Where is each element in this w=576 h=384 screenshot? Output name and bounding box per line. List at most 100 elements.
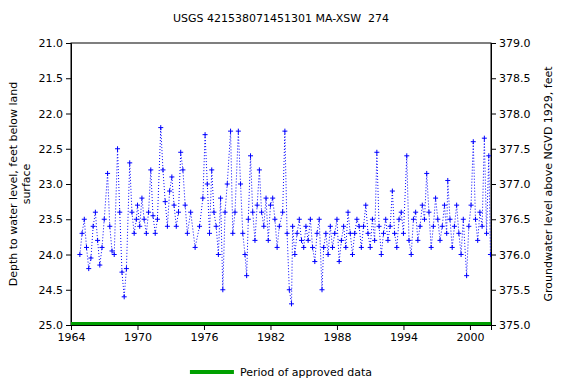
tick: 25.0	[39, 319, 72, 332]
data-point	[176, 210, 181, 215]
data-point	[475, 238, 480, 243]
data-point	[299, 238, 304, 243]
data-point	[337, 259, 342, 264]
data-point	[328, 224, 333, 229]
data-point	[484, 231, 489, 236]
data-point	[272, 217, 277, 222]
tick-label: 377.0	[499, 178, 531, 191]
tick-label: 24.5	[39, 284, 64, 297]
data-point	[308, 217, 313, 222]
tick-mark	[403, 325, 404, 330]
data-point	[270, 196, 275, 201]
data-point	[361, 224, 366, 229]
data-point	[127, 160, 132, 165]
data-point	[390, 189, 395, 194]
data-point	[282, 129, 287, 134]
data-point	[218, 196, 223, 201]
tick-mark	[491, 255, 496, 256]
data-point	[426, 210, 431, 215]
data-point	[160, 167, 165, 172]
tick: 378.0	[491, 108, 531, 121]
data-point	[321, 245, 326, 250]
tick: 21.5	[39, 72, 72, 85]
data-point	[397, 217, 402, 222]
tick: 1994	[390, 325, 418, 344]
tick-mark	[491, 184, 496, 185]
data-point	[401, 231, 406, 236]
data-point	[115, 146, 120, 151]
tick-mark	[66, 78, 71, 79]
data-point	[370, 217, 375, 222]
data-point	[97, 263, 102, 268]
data-point	[178, 150, 183, 155]
tick: 378.5	[491, 72, 531, 85]
tick-mark	[66, 219, 71, 220]
data-point	[216, 252, 221, 257]
data-point	[388, 224, 393, 229]
data-point	[379, 252, 384, 257]
chart: USGS 421538071451301 MA-XSW 274196419701…	[0, 0, 576, 384]
data-point	[297, 217, 302, 222]
data-point	[486, 153, 491, 158]
tick-label: 378.0	[499, 108, 531, 121]
data-point	[385, 238, 390, 243]
tick-label: 25.0	[39, 319, 64, 332]
data-point	[250, 210, 255, 215]
data-point	[84, 245, 89, 250]
data-point	[257, 167, 262, 172]
data-point	[482, 136, 487, 141]
data-point	[135, 203, 140, 208]
data-point	[394, 245, 399, 250]
data-point	[105, 171, 110, 176]
tick-label: 1964	[58, 331, 86, 344]
data-point	[368, 245, 373, 250]
data-point	[248, 153, 253, 158]
tick-mark	[470, 325, 471, 330]
data-point	[488, 252, 491, 257]
plot-area	[71, 125, 491, 325]
data-point	[197, 224, 202, 229]
tick-mark	[66, 149, 71, 150]
data-point	[264, 196, 269, 201]
data-point	[424, 171, 429, 176]
data-point	[100, 245, 105, 250]
data-point	[289, 301, 294, 306]
legend: Period of approved data	[190, 366, 372, 379]
data-point	[310, 245, 315, 250]
tick: 1976	[190, 325, 218, 344]
data-point	[352, 231, 357, 236]
tick-label: 1994	[390, 331, 418, 344]
tick-mark	[337, 325, 338, 330]
data-point	[142, 217, 147, 222]
data-point	[167, 189, 172, 194]
data-point	[139, 196, 144, 201]
data-point	[252, 238, 257, 243]
tick: 375.5	[491, 284, 531, 297]
tick-label: 23.0	[39, 178, 64, 191]
data-point	[95, 238, 100, 243]
y-axis: 21.021.522.022.523.023.524.024.525.0	[39, 37, 72, 332]
data-point	[230, 231, 235, 236]
tick: 23.0	[39, 178, 72, 191]
data-point	[77, 252, 82, 257]
data-point	[225, 182, 230, 187]
data-point	[93, 210, 98, 215]
tick-mark	[66, 114, 71, 115]
data-point	[433, 196, 438, 201]
data-point	[180, 167, 185, 172]
data-point	[261, 224, 266, 229]
data-point	[450, 245, 455, 250]
data-point	[240, 231, 245, 236]
data-point	[374, 150, 379, 155]
data-point	[365, 231, 370, 236]
data-point	[339, 238, 344, 243]
markers	[77, 125, 491, 306]
tick-mark	[137, 325, 138, 330]
data-point	[88, 256, 93, 261]
tick: 1988	[323, 325, 351, 344]
data-point	[306, 238, 311, 243]
title: USGS 421538071451301 MA-XSW 274	[173, 12, 389, 25]
data-point	[431, 224, 436, 229]
data-point	[268, 203, 273, 208]
series-line	[80, 128, 491, 304]
